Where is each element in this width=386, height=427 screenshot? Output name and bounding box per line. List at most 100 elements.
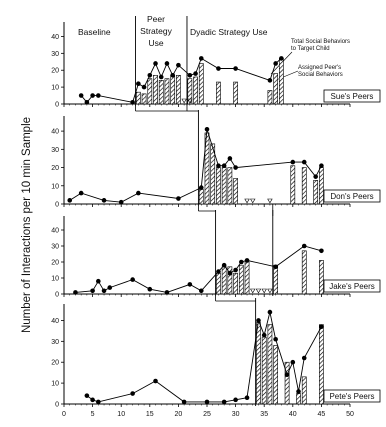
y-tick-label: 0 <box>55 102 59 109</box>
bar <box>267 90 273 105</box>
data-point <box>187 282 193 287</box>
panel-name: Jake's Peers <box>329 282 375 291</box>
phase-label-baseline: Baseline <box>78 27 111 37</box>
data-point <box>181 399 187 405</box>
data-point <box>301 243 307 249</box>
data-point <box>147 72 153 78</box>
data-point <box>170 72 175 78</box>
y-tick-label: 30 <box>51 51 59 58</box>
legend-line-label-1: Total Social Behaviors <box>291 39 350 45</box>
y-tick-label: 10 <box>51 276 59 283</box>
bar <box>273 264 278 295</box>
bar <box>284 361 290 405</box>
data-point <box>164 61 170 66</box>
bar <box>216 81 221 105</box>
data-point <box>73 290 78 295</box>
bar <box>301 250 307 295</box>
no-data-marker <box>244 198 250 204</box>
data-point <box>319 248 324 254</box>
bar <box>279 58 284 105</box>
bar <box>221 266 227 295</box>
y-tick-label: 40 <box>51 228 59 235</box>
bar <box>193 76 198 105</box>
data-point <box>147 286 153 292</box>
data-point <box>96 93 101 98</box>
data-point <box>96 278 101 284</box>
x-tick-label: 35 <box>260 411 268 418</box>
y-tick-label: 10 <box>51 183 59 190</box>
data-point <box>130 391 135 396</box>
data-point <box>198 56 204 61</box>
panel-name: Pete's Peers <box>329 392 374 401</box>
data-point <box>279 56 284 61</box>
bar <box>238 264 244 295</box>
data-point <box>301 355 307 361</box>
bar <box>273 345 278 405</box>
panel-sue-s-peers: 0 10 20 30 40 Sue's Peers <box>51 22 381 109</box>
bar <box>301 167 307 205</box>
bar <box>221 167 227 205</box>
data-point <box>187 72 193 78</box>
data-point <box>290 359 296 365</box>
panel-name: Don's Peers <box>330 192 373 201</box>
series-line-total <box>80 57 282 103</box>
bar <box>158 80 164 105</box>
data-point <box>198 288 204 294</box>
data-point <box>216 269 221 274</box>
y-tick-label: 0 <box>55 202 59 209</box>
data-point <box>136 81 141 87</box>
bar <box>233 272 238 295</box>
bar <box>319 324 324 405</box>
bar <box>170 74 176 105</box>
y-tick-label: 20 <box>51 360 59 367</box>
y-tick-label: 40 <box>51 129 59 136</box>
data-point <box>261 332 267 338</box>
phase-label-peer-line-3: Use <box>148 38 163 48</box>
data-point <box>130 100 135 105</box>
data-point <box>239 259 244 265</box>
x-tick-label: 20 <box>175 411 183 418</box>
data-point <box>198 185 204 190</box>
data-point <box>244 258 250 263</box>
bar <box>301 376 307 405</box>
data-point <box>176 62 181 68</box>
data-point <box>90 397 95 403</box>
y-tick-label: 20 <box>51 68 59 75</box>
series-line-total <box>75 245 322 293</box>
y-tick-label: 40 <box>51 34 59 41</box>
no-data-marker <box>267 288 273 294</box>
panel-name-box <box>323 389 381 403</box>
data-point <box>256 318 261 323</box>
y-tick-label: 0 <box>55 402 59 409</box>
phase-label-dyadic: Dyadic Strategy Use <box>190 27 268 37</box>
bar <box>141 93 147 105</box>
data-point <box>158 74 164 80</box>
x-tick-label: 50 <box>346 411 354 418</box>
data-point <box>84 100 90 105</box>
data-point <box>84 393 90 398</box>
bar <box>153 74 158 105</box>
y-tick-label: 10 <box>51 85 59 92</box>
panel-pete-s-peers: 0 10 20 30 40 Pete's Peers <box>51 304 381 409</box>
data-point <box>193 71 198 76</box>
y-tick-label: 20 <box>51 260 59 267</box>
panel-name-box <box>323 89 381 103</box>
data-point <box>267 309 273 315</box>
data-point <box>273 61 278 66</box>
bar <box>313 180 319 205</box>
y-tick-label: 30 <box>51 244 59 251</box>
bar <box>147 78 153 105</box>
phase-label-peer-line-2: Strategy <box>140 26 172 36</box>
data-point <box>90 93 95 98</box>
y-tick-label: 20 <box>51 165 59 172</box>
bar <box>233 178 238 205</box>
bar <box>176 74 181 105</box>
y-tick-label: 30 <box>51 147 59 154</box>
bar <box>198 189 204 205</box>
data-point <box>78 190 84 196</box>
legend-bar-label-1: Assigned Peer's <box>298 65 341 71</box>
data-point <box>233 267 238 273</box>
data-point <box>118 199 124 205</box>
no-data-marker <box>187 98 193 104</box>
bar <box>267 324 273 405</box>
